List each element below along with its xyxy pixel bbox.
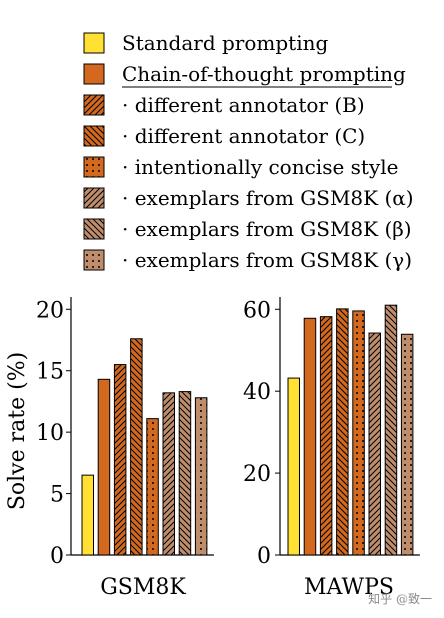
legend-swatch-concise xyxy=(83,156,105,178)
legend-swatch-standard xyxy=(83,32,105,54)
legend-label-annB: · different annotator (B) xyxy=(122,93,365,117)
subplot-title: MAWPS xyxy=(304,575,394,600)
legend-item-standard: Standard prompting xyxy=(83,31,328,55)
legend-item-annB: · different annotator (B) xyxy=(83,93,365,117)
gsm8k-subplot: 0 5 10 15 20 GSM8K xyxy=(36,297,214,600)
bar-gsm8k-cot xyxy=(97,378,111,556)
legend-item-cot: Chain-of-thought prompting xyxy=(83,62,406,88)
legend-item-beta: · exemplars from GSM8K (β) xyxy=(83,217,412,241)
mawps-subplot: 0 20 40 60 MAWPS xyxy=(243,297,420,600)
bar-gsm8k-annB xyxy=(113,364,127,556)
legend-label-alpha: · exemplars from GSM8K (α) xyxy=(122,186,414,210)
y-tick-label: 0 xyxy=(257,544,271,569)
legend-label-annC: · different annotator (C) xyxy=(122,124,365,148)
bar-mawps-concise xyxy=(352,310,365,556)
legend-swatch-alpha xyxy=(83,187,105,209)
y-tick-label: 20 xyxy=(36,298,64,323)
y-tick-label: 20 xyxy=(243,462,271,487)
y-tick-label: 40 xyxy=(243,380,271,405)
bar-gsm8k-beta xyxy=(178,391,192,556)
legend-label-beta: · exemplars from GSM8K (β) xyxy=(122,217,412,241)
legend-item-concise: · intentionally concise style xyxy=(83,155,398,179)
bar-mawps-gamma xyxy=(400,333,414,556)
bar-mawps-annB xyxy=(319,316,333,556)
watermark: 知乎 @致一 xyxy=(368,592,432,606)
y-axis-label: Solve rate (%) xyxy=(5,352,30,510)
bar-gsm8k-gamma xyxy=(194,397,208,556)
y-tick-label: 60 xyxy=(243,298,271,323)
bar-mawps-beta xyxy=(384,304,398,556)
y-tick-label: 15 xyxy=(36,360,64,385)
legend-label-gamma: · exemplars from GSM8K (γ) xyxy=(122,248,412,272)
legend-item-annC: · different annotator (C) xyxy=(83,124,365,148)
y-tick-label: 5 xyxy=(50,483,64,508)
legend-label-concise: · intentionally concise style xyxy=(122,155,398,179)
legend-label-standard: Standard prompting xyxy=(122,31,328,55)
legend-swatch-annB xyxy=(83,94,105,116)
legend-swatch-beta xyxy=(83,218,105,240)
legend: Standard prompting Chain-of-thought promp… xyxy=(83,31,414,272)
bar-mawps-standard xyxy=(287,377,300,556)
bar-mawps-alpha xyxy=(368,332,381,556)
y-tick-label: 0 xyxy=(50,544,64,569)
legend-item-gamma: · exemplars from GSM8K (γ) xyxy=(83,248,412,272)
subplot-title: GSM8K xyxy=(100,575,186,600)
y-tick-label: 10 xyxy=(36,421,64,446)
legend-swatch-annC xyxy=(83,125,105,147)
bar-gsm8k-standard xyxy=(81,474,94,556)
legend-swatch-cot xyxy=(83,63,105,85)
bar-gsm8k-alpha xyxy=(162,392,175,556)
bar-mawps-annC xyxy=(336,308,349,556)
legend-item-alpha: · exemplars from GSM8K (α) xyxy=(83,186,414,210)
bar-gsm8k-annC xyxy=(130,338,143,556)
bar-gsm8k-concise xyxy=(146,418,159,556)
bar-mawps-cot xyxy=(303,317,317,556)
legend-swatch-gamma xyxy=(83,249,105,271)
legend-label-cot: Chain-of-thought prompting xyxy=(122,62,406,86)
